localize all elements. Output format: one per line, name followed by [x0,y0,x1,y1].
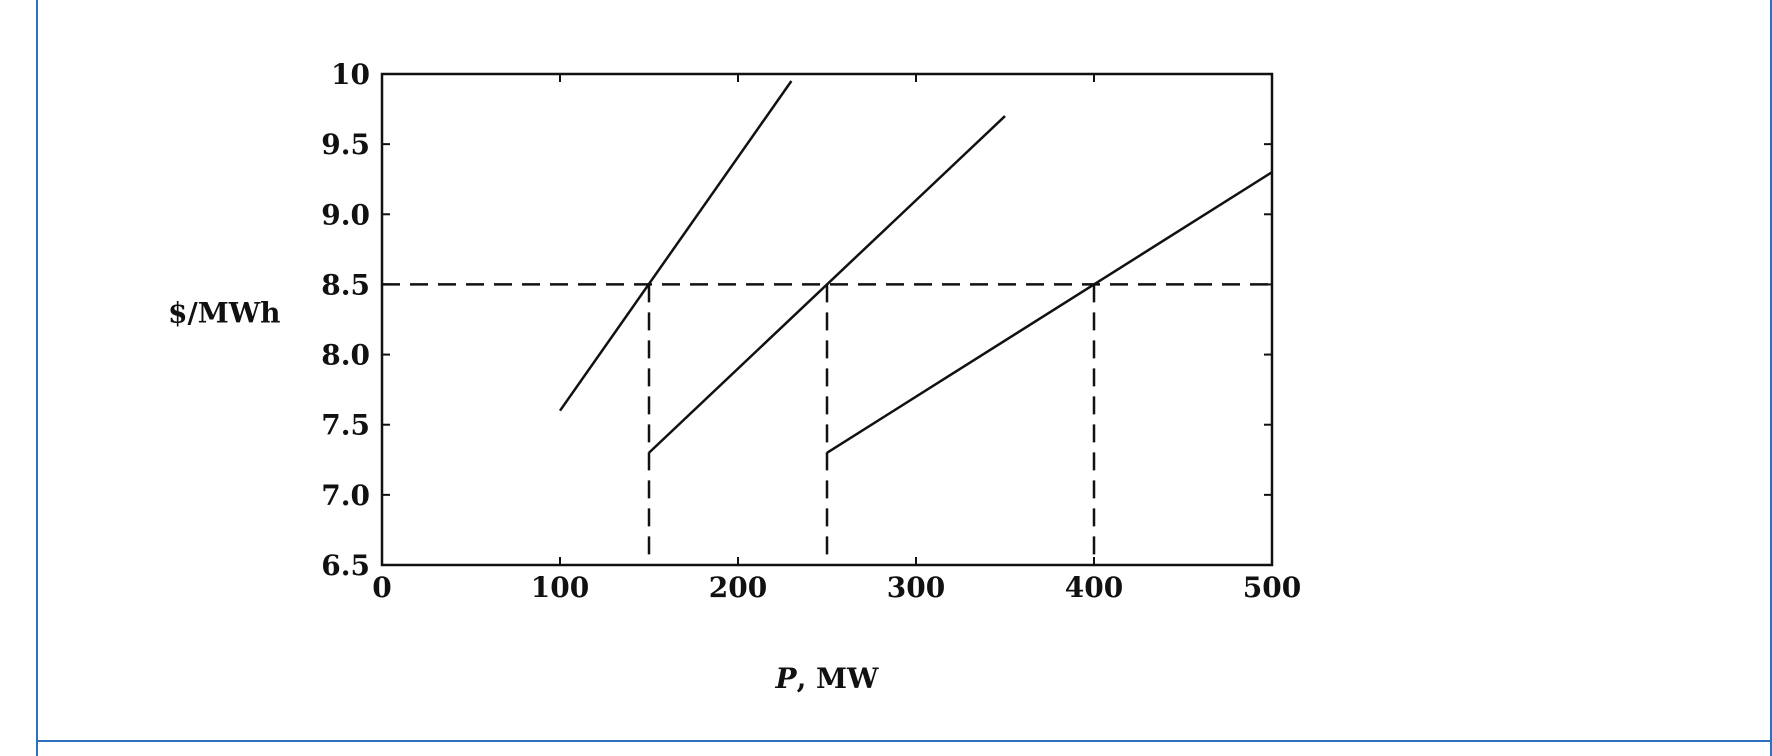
reference-lines [382,283,1272,565]
y-tick-label: 6.5 [321,549,370,582]
series-line-3 [826,171,1273,454]
x-tick-label: 500 [1243,571,1301,604]
y-tick-label: 7.0 [321,479,370,512]
y-tick-label: 9.0 [321,198,370,231]
bottom-rule [36,740,1772,742]
x-tick-label: 400 [1065,571,1123,604]
x-axis-label-variable: P [775,662,798,695]
x-tick-label: 300 [887,571,945,604]
x-axis-ticks: 0 100 200 300 400 500 [372,74,1301,604]
y-axis-label: $/MWh [168,296,281,329]
y-axis-ticks: 6.5 7.0 7.5 8.0 8.5 9.0 9.5 10 [321,58,1272,582]
x-tick-label: 100 [531,571,589,604]
series-line-2 [648,115,1006,454]
y-tick-label: 7.5 [321,409,370,442]
series-lines [558,80,1273,454]
series-line-1 [558,80,793,412]
figure-frame [36,0,1772,756]
y-tick-label: 8.0 [321,339,370,372]
y-tick-label: 8.5 [321,268,370,301]
x-tick-label: 0 [372,571,391,604]
x-axis-label-unit: , MW [797,662,879,695]
y-tick-label: 9.5 [321,128,370,161]
y-tick-label: 10 [331,58,370,91]
x-tick-label: 200 [709,571,767,604]
x-axis-label: P, MW [775,662,880,695]
